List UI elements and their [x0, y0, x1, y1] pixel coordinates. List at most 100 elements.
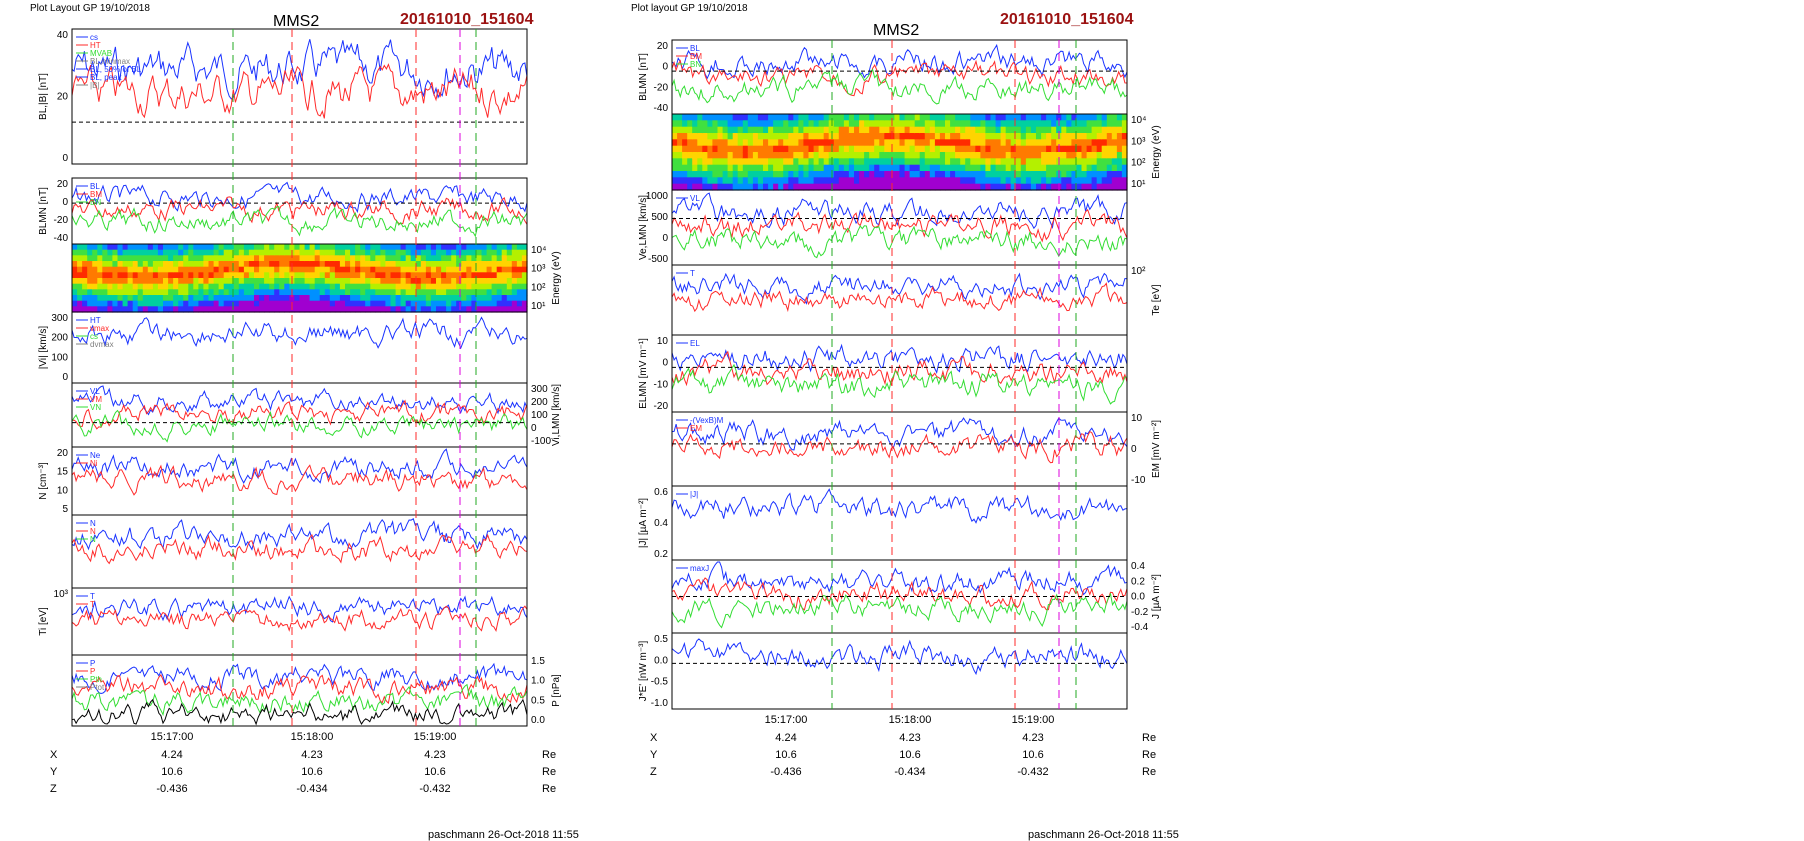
spectrogram-cell: [208, 266, 215, 273]
spectrogram-cell: [798, 183, 805, 191]
spectrogram-cell: [314, 306, 321, 313]
spectrogram-cell: [178, 272, 184, 279]
spectrogram-cell: [768, 183, 774, 191]
left-time-tick: 15:19:00: [414, 731, 457, 743]
spectrogram-cell: [430, 266, 437, 273]
spectrogram-cell: [1081, 183, 1088, 191]
spectrogram-cell: [687, 120, 693, 128]
spectrogram-cell: [1101, 152, 1108, 159]
spectrogram-cell: [385, 295, 392, 302]
spectrogram-cell: [415, 289, 422, 296]
spectrogram-cell: [929, 133, 936, 140]
spectrogram-cell: [87, 278, 93, 285]
spectrogram-cell: [894, 145, 901, 153]
spectrogram-cell: [496, 295, 503, 302]
spectrogram-cell: [955, 177, 961, 185]
spectrogram-cell: [248, 244, 255, 251]
spectrogram-cell: [355, 289, 361, 296]
spectrogram-cell: [1086, 145, 1093, 153]
spectrogram-cell: [203, 261, 210, 268]
spectrogram-cell: [223, 289, 230, 296]
spectrogram-cell: [874, 126, 880, 134]
spectrogram-cell: [218, 261, 225, 268]
spectrogram-cell: [385, 289, 392, 296]
spectrogram-cell: [677, 139, 683, 147]
spectrogram-cell: [183, 272, 189, 279]
spectrogram-cell: [914, 139, 921, 147]
spectrogram-cell: [939, 183, 946, 191]
spectrogram-cell: [279, 306, 285, 313]
spectrogram-cell: [238, 283, 245, 290]
spectrogram-cell: [909, 120, 916, 128]
spectrogram-cell: [833, 133, 840, 140]
spectrogram-cell: [985, 177, 992, 185]
spectrogram-cell: [436, 300, 442, 307]
spectrogram-cell: [319, 300, 326, 307]
spectrogram-cell: [157, 278, 164, 285]
spectrogram-cell: [1096, 145, 1103, 153]
spectrogram-cell: [914, 152, 921, 159]
spectrogram-cell: [203, 278, 210, 285]
spectrogram-cell: [319, 289, 326, 296]
spectrogram-cell: [823, 139, 830, 147]
spectrogram-cell: [980, 177, 987, 185]
spectrogram-cell: [72, 249, 78, 256]
spectrogram-cell: [511, 295, 518, 302]
spectrogram-cell: [788, 145, 794, 153]
spectrogram-cell: [466, 283, 472, 290]
spectrogram-cell: [400, 289, 407, 296]
spectrogram-cell: [122, 278, 129, 285]
spectrogram-cell: [1005, 139, 1012, 147]
spectrogram-cell: [269, 278, 275, 285]
spectrogram-cell: [506, 255, 513, 262]
spectrogram-cell: [1101, 114, 1108, 121]
spectrogram-cell: [955, 133, 961, 140]
spectrogram-cell: [838, 183, 845, 191]
spectrogram-cell: [248, 266, 255, 273]
spectrogram-cell: [970, 164, 976, 172]
spectrogram-cell: [516, 306, 523, 313]
spectrogram-cell: [334, 255, 341, 262]
spectrogram-cell: [425, 300, 432, 307]
spectrogram-cell: [355, 261, 361, 268]
spectrogram-cell: [132, 289, 139, 296]
spectrogram-cell: [400, 261, 407, 268]
spectrogram-cell: [788, 177, 794, 185]
spectrogram-cell: [264, 278, 270, 285]
spectrogram-cell: [985, 164, 992, 172]
spectrogram-cell: [995, 164, 1002, 172]
spectrogram-cell: [879, 171, 885, 178]
spectrogram-cell: [456, 244, 462, 251]
spectrogram-cell: [864, 164, 870, 172]
spectrogram-cell: [813, 158, 820, 166]
spectrogram-cell: [446, 295, 452, 302]
spectrogram-cell: [899, 139, 906, 147]
spectrogram-cell: [803, 145, 810, 153]
spectrogram-cell: [798, 152, 805, 159]
spectrogram-cell: [672, 171, 678, 178]
right-panel-frame: [671, 39, 1128, 115]
spectrogram-cell: [168, 300, 174, 307]
spectrogram-cell: [178, 266, 184, 273]
spectrogram-cell: [506, 295, 513, 302]
spectrogram-cell: [233, 289, 240, 296]
spectrogram-cell: [914, 171, 921, 178]
spectrogram-cell: [980, 152, 987, 159]
spectrogram-cell: [995, 139, 1002, 147]
spectrogram-cell: [1025, 152, 1032, 159]
spectrogram-cell: [1081, 114, 1088, 121]
spectrogram-cell: [1086, 114, 1093, 121]
spectrogram-cell: [314, 289, 321, 296]
spectrogram-cell: [248, 272, 255, 279]
spectrogram-cell: [1015, 177, 1022, 185]
spectrogram-cell: [274, 289, 280, 296]
spectrogram-cell: [869, 126, 875, 134]
spectrogram-cell: [324, 255, 331, 262]
spectrogram-cell: [985, 158, 992, 166]
spectrogram-cell: [1081, 152, 1088, 159]
spectrogram-cell: [446, 300, 452, 307]
right-panel-8: 0.50.0-0.5-1.0J*E' [nW m⁻³]: [638, 632, 1128, 710]
spectrogram-cell: [360, 289, 366, 296]
spectrogram-cell: [370, 300, 376, 307]
spectrogram-cell: [228, 278, 235, 285]
